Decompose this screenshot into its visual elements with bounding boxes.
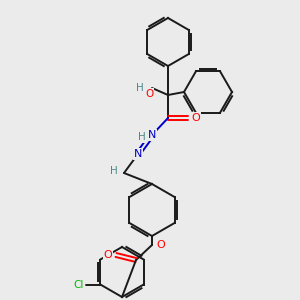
Text: O: O — [192, 113, 200, 123]
Text: N: N — [134, 149, 142, 159]
Text: O: O — [145, 89, 153, 99]
Text: O: O — [103, 250, 112, 260]
Text: N: N — [148, 130, 156, 140]
Text: Cl: Cl — [73, 280, 83, 290]
Text: O: O — [157, 240, 165, 250]
Text: H: H — [138, 132, 146, 142]
Text: H: H — [110, 166, 118, 176]
Text: H: H — [136, 83, 144, 93]
